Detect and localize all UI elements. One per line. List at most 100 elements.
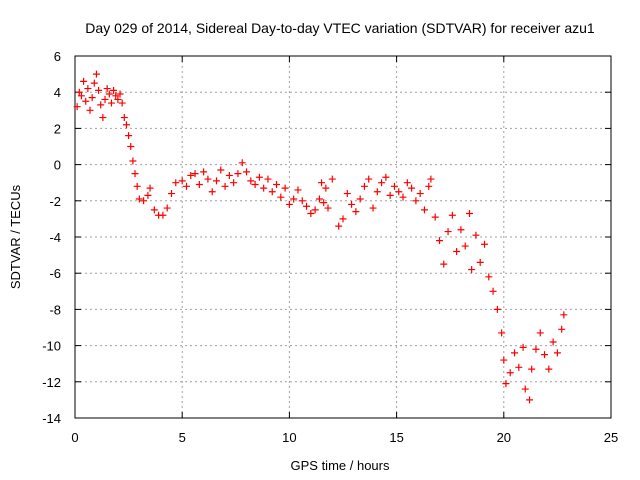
data-point	[515, 363, 523, 371]
data-point	[140, 197, 148, 205]
data-point	[112, 92, 120, 100]
data-point	[150, 206, 158, 214]
data-point	[386, 191, 394, 199]
data-point	[408, 184, 416, 192]
data-point	[255, 173, 263, 181]
data-point	[498, 329, 506, 337]
y-tick-label: -10	[42, 339, 61, 354]
data-point	[120, 114, 128, 122]
chart-title: Day 029 of 2014, Sidereal Day-to-day VTE…	[85, 20, 595, 36]
data-point	[416, 190, 424, 198]
data-point	[465, 209, 473, 217]
data-point	[369, 204, 377, 212]
data-point	[277, 193, 285, 201]
data-point	[182, 182, 190, 190]
data-point	[75, 88, 83, 96]
data-point	[285, 200, 293, 208]
data-point	[412, 197, 420, 205]
y-tick-label: -14	[42, 411, 61, 426]
data-point	[558, 325, 566, 333]
data-point	[146, 184, 154, 192]
data-point	[311, 206, 319, 214]
data-point	[99, 114, 107, 122]
y-tick-label: -4	[49, 230, 61, 245]
data-point	[84, 85, 92, 93]
data-point	[298, 197, 306, 205]
data-point	[435, 237, 443, 245]
y-tick-label: -6	[49, 266, 61, 281]
data-point	[356, 195, 364, 203]
data-point	[294, 186, 302, 194]
data-point	[541, 351, 549, 359]
data-point	[519, 343, 527, 351]
data-point	[343, 190, 351, 198]
data-point	[273, 181, 281, 189]
data-point	[461, 242, 469, 250]
y-tick-label: -2	[49, 194, 61, 209]
data-point	[403, 179, 411, 187]
data-point	[444, 228, 452, 236]
data-point	[324, 204, 332, 212]
data-point	[208, 188, 216, 196]
y-tick-label: 2	[54, 121, 61, 136]
data-point	[221, 182, 229, 190]
data-point	[243, 168, 251, 176]
data-point	[73, 103, 81, 111]
data-point	[399, 193, 407, 201]
x-tick-label: 0	[71, 430, 78, 445]
data-point	[448, 211, 456, 219]
y-axis-label: SDTVAR / TECUs	[8, 184, 23, 289]
data-point	[217, 166, 225, 174]
data-point	[390, 182, 398, 190]
data-point	[427, 175, 435, 183]
x-tick-label: 10	[282, 430, 296, 445]
data-point	[230, 179, 238, 187]
data-point	[493, 305, 501, 313]
x-axis-label: GPS time / hours	[291, 458, 390, 473]
data-point	[92, 70, 100, 78]
data-point	[290, 195, 298, 203]
y-tick-label: 4	[54, 85, 61, 100]
data-point	[105, 90, 113, 98]
data-point	[481, 240, 489, 248]
data-point	[213, 177, 221, 185]
data-point	[114, 95, 122, 103]
data-point	[521, 385, 529, 393]
data-point	[560, 311, 568, 319]
data-point	[225, 171, 233, 179]
data-point	[315, 195, 323, 203]
data-point	[453, 247, 461, 255]
x-tick-label: 15	[389, 430, 403, 445]
data-point	[195, 181, 203, 189]
data-point	[122, 121, 130, 129]
data-point	[476, 258, 484, 266]
data-point	[431, 213, 439, 221]
data-point	[472, 231, 480, 239]
data-point	[103, 85, 111, 93]
data-point	[352, 208, 360, 216]
data-point	[420, 206, 428, 214]
data-point	[159, 211, 167, 219]
data-series	[73, 70, 568, 404]
data-point	[536, 329, 544, 337]
data-point	[127, 143, 135, 150]
data-point	[260, 184, 268, 192]
data-point	[95, 86, 103, 94]
data-point	[251, 181, 259, 189]
data-point	[328, 175, 336, 183]
data-point	[107, 99, 115, 107]
data-point	[268, 188, 276, 196]
data-point	[131, 170, 139, 178]
data-point	[526, 396, 534, 404]
data-point	[485, 273, 493, 281]
data-point	[532, 345, 540, 353]
y-axis: -14 -12 -10 -8 -6 -4 -2 0 2 4 6	[42, 49, 611, 426]
data-point	[135, 195, 143, 203]
data-point	[528, 365, 536, 373]
data-point	[395, 188, 403, 196]
data-point	[553, 349, 561, 357]
data-point	[373, 188, 381, 196]
data-point	[178, 177, 186, 185]
x-tick-label: 5	[179, 430, 186, 445]
